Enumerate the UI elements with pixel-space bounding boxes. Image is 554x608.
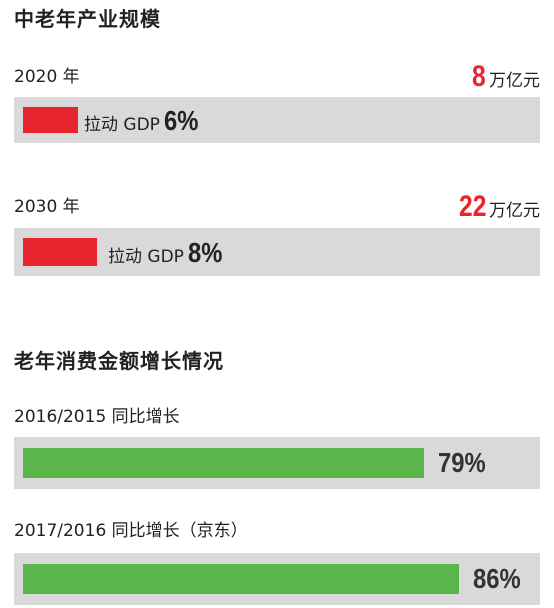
growth-percent: 86% — [473, 563, 521, 594]
amount-value: 8 — [472, 60, 486, 93]
gdp-drive-label: 拉动 GDP 8% — [108, 237, 228, 269]
consumption-growth-title: 老年消费金额增长情况 — [14, 349, 224, 373]
growth-percent: 79% — [438, 447, 486, 478]
amount-value: 22 — [458, 190, 486, 223]
growth-label-2017: 2017/2016 同比增长（京东） — [14, 521, 248, 541]
growth-bar-track: 79% — [14, 437, 540, 489]
drive-prefix: 拉动 GDP — [108, 247, 184, 267]
year-label-2030: 2030 年 — [14, 197, 80, 217]
amount-2020: 8 万亿元 — [469, 60, 540, 94]
gdp-bar-track: 拉动 GDP 8% — [14, 228, 540, 276]
growth-bar-fill — [23, 564, 459, 594]
growth-bar-fill — [23, 448, 424, 478]
amount-unit: 万亿元 — [489, 201, 540, 221]
growth-label-2016: 2016/2015 同比增长 — [14, 407, 180, 427]
drive-percent: 8% — [187, 237, 223, 268]
growth-bar-track: 86% — [14, 553, 540, 605]
amount-unit: 万亿元 — [489, 71, 540, 91]
gdp-bar-fill — [23, 107, 78, 133]
industry-scale-title: 中老年产业规模 — [14, 7, 161, 31]
gdp-bar-track: 拉动 GDP 6% — [14, 97, 540, 143]
gdp-drive-label: 拉动 GDP 6% — [84, 105, 204, 137]
year-label-2020: 2020 年 — [14, 67, 80, 87]
drive-prefix: 拉动 GDP — [84, 115, 160, 135]
amount-2030: 22 万亿元 — [453, 190, 540, 224]
gdp-bar-fill — [23, 238, 97, 266]
drive-percent: 6% — [163, 105, 199, 136]
